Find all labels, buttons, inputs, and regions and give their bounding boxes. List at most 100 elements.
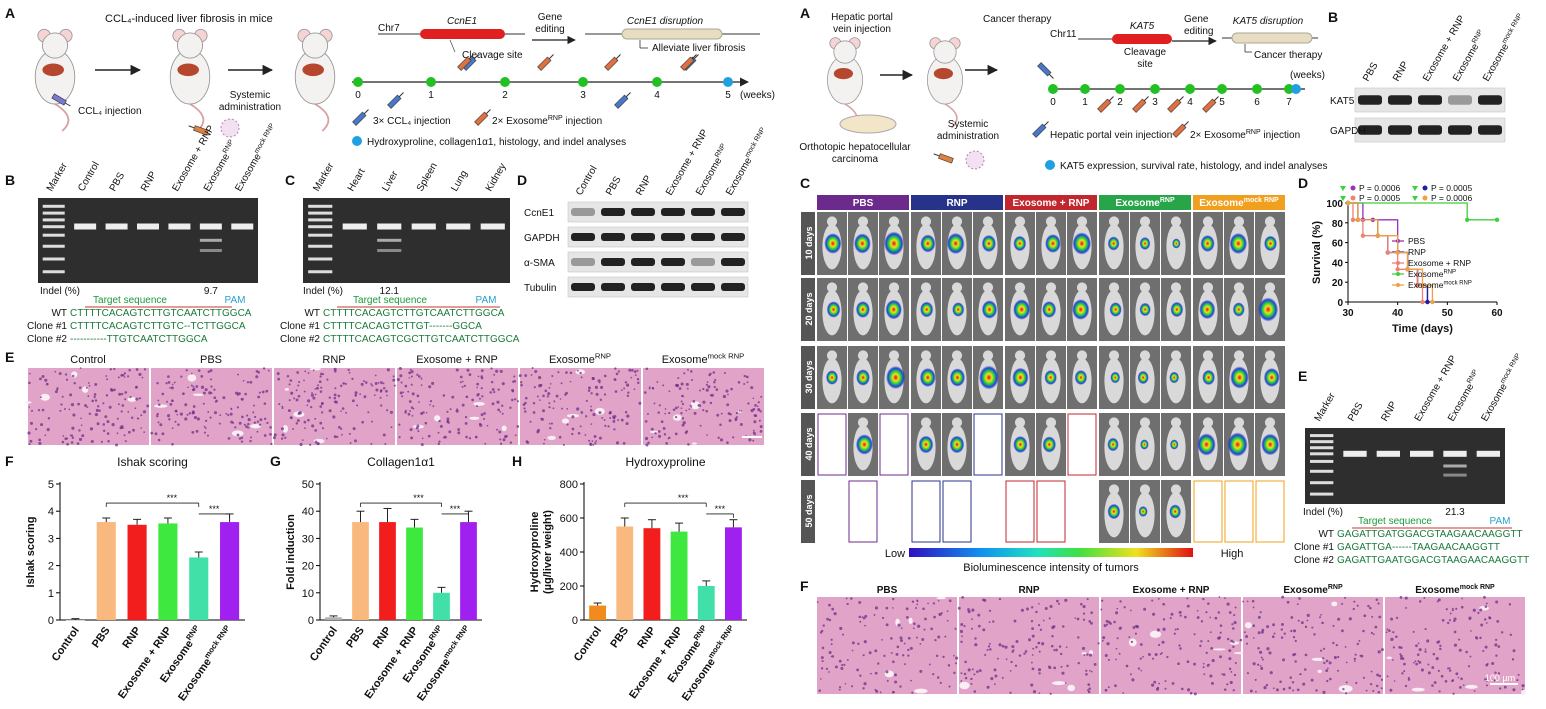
y-tick-label: 1 [48,588,54,600]
histology-nucleus [1451,679,1455,682]
text-part: injection [1261,130,1300,141]
histology-nucleus [1151,657,1155,660]
bar [616,526,634,620]
mouse-illustration [294,28,336,132]
imaging-mouse-head [888,282,900,293]
annotation-marker [1412,196,1418,201]
histology-background [151,368,272,445]
histology-nucleus [1453,643,1458,647]
histology-nucleus [1344,646,1347,648]
gene-bar-disrupted [1231,32,1313,44]
histology-nucleus [236,406,239,409]
imaging-mouse-head [1108,282,1120,293]
histology-nucleus [461,380,464,383]
histology-nucleus [594,442,597,445]
histology-nucleus [892,597,895,601]
timeline-point [1048,84,1058,94]
y-tick-label: 100 [1326,199,1343,210]
histology-nucleus [77,402,80,406]
histology-nucleus [657,430,661,433]
y-tick-label: 20 [302,561,314,573]
histology-nucleus [1038,602,1040,605]
histology-nucleus [667,437,670,440]
histology-nucleus [1107,620,1111,624]
histology-nucleus [210,378,213,381]
blot-band [691,233,715,241]
histology-nucleus [630,376,633,379]
imaging-mouse-head [857,282,869,293]
blot-band [1418,95,1442,105]
histology-nucleus [501,404,504,407]
histology-nucleus [286,374,290,378]
histology-image [518,367,642,446]
histology-nucleus [117,403,120,406]
histology-nucleus [1228,611,1232,614]
superscript: mock RNP [1460,584,1495,591]
histology-nucleus [626,394,630,398]
histology-vessel [1386,656,1392,660]
group-label: PBS [877,585,898,596]
histology-nucleus [200,375,204,378]
histology-nucleus [964,660,967,664]
histology-nucleus [720,412,723,415]
histology-nucleus [421,437,424,440]
histology-nucleus [1503,685,1507,689]
histology-nucleus [934,638,937,642]
histology-nucleus [1179,614,1182,617]
imaging-signal [1258,297,1279,322]
histology-nucleus [1353,600,1356,603]
histology-nucleus [321,402,324,405]
histology-nucleus [1134,632,1138,635]
histology-nucleus [626,414,630,418]
histology-nucleus [364,381,368,384]
histology-nucleus [159,423,163,427]
histology-nucleus [883,654,886,658]
histology-nucleus [970,677,973,681]
histology-nucleus [106,378,109,381]
histology-nucleus [864,624,866,627]
legend-text: 2× ExosomeRNP injection [1190,129,1300,141]
histology-nucleus [970,627,973,630]
histology-nucleus [476,393,480,397]
histology-nucleus [1495,654,1498,657]
histology-nucleus [842,633,845,636]
histology-nucleus [491,388,495,391]
histology-nucleus [486,424,489,427]
histology-nucleus [1030,619,1034,623]
histology-nucleus [134,385,138,389]
histology-nucleus [1189,691,1193,695]
histology-nucleus [483,418,486,421]
histology-nucleus [30,409,34,412]
histology-nucleus [497,388,500,391]
histology-nucleus [127,375,130,378]
histology-nucleus [140,414,143,417]
histology-nucleus [1083,654,1086,656]
histology-nucleus [644,436,649,441]
histology-nucleus [227,414,230,417]
gene-bar [1112,34,1172,44]
label: CcnE1 [447,16,477,27]
histology-nucleus [105,394,109,397]
histology-nucleus [536,430,540,434]
histology-nucleus [589,409,593,412]
text-part: 2× Exosome [1190,130,1246,141]
histology-nucleus [71,436,75,439]
panel-label: D [1298,175,1308,191]
histology-nucleus [1031,654,1034,656]
blot-band [721,283,745,291]
histology-nucleus [1453,617,1457,621]
histology-nucleus [461,385,464,388]
gel-image [38,198,258,283]
histology-nucleus [1219,624,1223,627]
imaging-signal [1227,432,1248,457]
gel-band [1443,473,1467,477]
histology-nucleus [540,417,544,421]
histology-nucleus [826,617,830,621]
legend-label: ExosomeRNP [1408,269,1456,279]
histology-nucleus [547,392,551,396]
y-axis-label: Fold induction [285,514,297,590]
histology-nucleus [752,439,755,442]
histology-nucleus [1479,608,1483,612]
histology-nucleus [1166,655,1169,659]
histology-nucleus [1395,635,1398,639]
